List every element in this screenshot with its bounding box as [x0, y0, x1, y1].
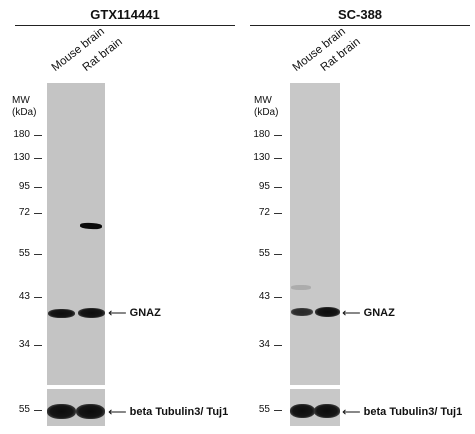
- mw-label: MW: [254, 95, 272, 106]
- mw-tick: [34, 213, 42, 214]
- band-tubulin-rat-right: [314, 404, 340, 418]
- mw-marker-72: 72: [258, 207, 270, 218]
- arrow-left-icon: ⟵: [342, 305, 361, 320]
- faint-band-mouse-right: [291, 285, 311, 290]
- mw-tick: [274, 187, 282, 188]
- title-rule-right: [250, 25, 470, 26]
- mw-header-right: MW (kDa): [254, 95, 278, 119]
- band-gnaz-rat-right: [315, 307, 340, 317]
- loading-control-label: beta Tubulin3/ Tuj1: [129, 406, 229, 418]
- mw-marker-55: 55: [258, 248, 270, 259]
- mw-tick: [34, 345, 42, 346]
- mw-tick: [34, 410, 42, 411]
- arrow-left-icon: ⟵: [108, 305, 127, 320]
- mw-tick: [274, 213, 282, 214]
- mw-marker-34: 34: [258, 339, 270, 350]
- blot-membrane-right: [290, 83, 340, 385]
- band-gnaz-rat-left: [78, 308, 105, 318]
- mw-tick: [274, 345, 282, 346]
- mw-tick: [274, 410, 282, 411]
- mw-marker-34: 34: [18, 339, 30, 350]
- mw-marker-55-loading: 55: [18, 404, 30, 415]
- mw-header-left: MW (kDa): [12, 95, 36, 119]
- mw-marker-43: 43: [18, 291, 30, 302]
- mw-tick: [274, 158, 282, 159]
- mw-marker-180: 180: [13, 129, 30, 140]
- arrow-left-icon: ⟵: [108, 404, 127, 419]
- mw-marker-95: 95: [258, 181, 270, 192]
- mw-marker-55: 55: [18, 248, 30, 259]
- mw-marker-72: 72: [18, 207, 30, 218]
- panel-title-left: GTX114441: [90, 7, 160, 22]
- mw-marker-130: 130: [13, 152, 30, 163]
- mw-marker-55-loading: 55: [258, 404, 270, 415]
- mw-tick: [34, 297, 42, 298]
- target-label: GNAZ: [129, 307, 161, 319]
- target-annotation-right: ⟵ GNAZ: [342, 305, 395, 321]
- mw-tick: [34, 187, 42, 188]
- title-rule-left: [15, 25, 235, 26]
- mw-tick: [34, 254, 42, 255]
- kda-label: (kDa): [12, 107, 37, 118]
- band-gnaz-mouse-right: [291, 308, 313, 316]
- mw-tick: [274, 135, 282, 136]
- kda-label: (kDa): [254, 107, 279, 118]
- band-tubulin-mouse-right: [290, 404, 315, 418]
- mw-marker-180: 180: [253, 129, 270, 140]
- mw-tick: [274, 297, 282, 298]
- loading-annotation-left: ⟵ beta Tubulin3/ Tuj1: [108, 404, 228, 420]
- target-label: GNAZ: [363, 307, 395, 319]
- mw-tick: [34, 158, 42, 159]
- mw-marker-43: 43: [258, 291, 270, 302]
- arrow-left-icon: ⟵: [342, 404, 361, 419]
- band-tubulin-rat-left: [76, 404, 105, 419]
- band-gnaz-mouse-left: [48, 309, 75, 318]
- target-annotation-left: ⟵ GNAZ: [108, 305, 161, 321]
- mw-tick: [274, 254, 282, 255]
- mw-label: MW: [12, 95, 30, 106]
- band-tubulin-mouse-left: [47, 404, 76, 419]
- loading-annotation-right: ⟵ beta Tubulin3/ Tuj1: [342, 404, 462, 420]
- blot-membrane-left: [47, 83, 105, 385]
- panel-title-right: SC-388: [337, 7, 383, 22]
- mw-tick: [34, 135, 42, 136]
- mw-marker-130: 130: [253, 152, 270, 163]
- loading-control-label: beta Tubulin3/ Tuj1: [363, 406, 463, 418]
- mw-marker-95: 95: [18, 181, 30, 192]
